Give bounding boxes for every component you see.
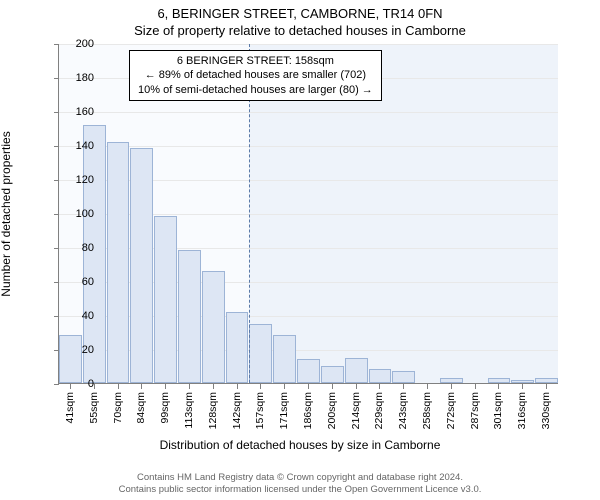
x-tick-label: 287sqm — [469, 392, 481, 429]
bar — [321, 366, 344, 383]
x-tick-label: 243sqm — [397, 392, 409, 429]
y-tick-label: 80 — [54, 242, 94, 254]
x-tick-label: 142sqm — [231, 392, 243, 429]
x-tick-label: 171sqm — [278, 392, 290, 429]
annotation-box: 6 BERINGER STREET: 158sqm ← 89% of detac… — [129, 50, 382, 101]
x-tick-mark — [546, 384, 547, 389]
x-tick-mark — [260, 384, 261, 389]
bar — [130, 148, 153, 383]
y-tick-label: 180 — [54, 72, 94, 84]
x-tick-label: 272sqm — [445, 392, 457, 429]
bar — [535, 378, 558, 383]
x-tick-mark — [94, 384, 95, 389]
y-tick-label: 200 — [54, 38, 94, 50]
y-tick-label: 120 — [54, 174, 94, 186]
x-ticks: 41sqm 55sqm 70sqm 84sqm 99sqm 113sqm 128sqm 142… — [58, 384, 558, 440]
bar — [345, 358, 368, 384]
x-tick-mark — [189, 384, 190, 389]
x-tick-mark — [237, 384, 238, 389]
x-tick-label: 157sqm — [254, 392, 266, 429]
annotation-line3: 10% of semi-detached houses are larger (… — [138, 83, 373, 97]
bar — [59, 335, 82, 383]
chart-title-address: 6, BERINGER STREET, CAMBORNE, TR14 0FN — [0, 0, 600, 21]
x-tick-label: 84sqm — [135, 392, 147, 424]
x-tick-mark — [356, 384, 357, 389]
x-tick-label: 301sqm — [492, 392, 504, 429]
x-tick-label: 200sqm — [326, 392, 338, 429]
y-tick-label: 140 — [54, 140, 94, 152]
bar — [369, 369, 392, 383]
y-tick-label: 160 — [54, 106, 94, 118]
bar — [107, 142, 130, 383]
footer-line2: Contains public sector information licen… — [0, 484, 600, 496]
annotation-line2: ← 89% of detached houses are smaller (70… — [138, 68, 373, 82]
x-tick-label: 41sqm — [64, 392, 76, 424]
x-tick-mark — [308, 384, 309, 389]
x-tick-label: 113sqm — [183, 392, 195, 429]
x-axis-label: Distribution of detached houses by size … — [0, 438, 600, 452]
bar — [392, 371, 415, 383]
footer-attribution: Contains HM Land Registry data © Crown c… — [0, 472, 600, 496]
x-tick-mark — [213, 384, 214, 389]
x-tick-mark — [498, 384, 499, 389]
y-tick-label: 40 — [54, 310, 94, 322]
x-tick-label: 186sqm — [302, 392, 314, 429]
y-tick-label: 60 — [54, 276, 94, 288]
bar — [488, 378, 511, 383]
x-tick-mark — [522, 384, 523, 389]
bar — [440, 378, 463, 383]
x-tick-mark — [475, 384, 476, 389]
bar — [511, 380, 534, 383]
x-tick-label: 229sqm — [373, 392, 385, 429]
y-tick-label: 100 — [54, 208, 94, 220]
x-tick-label: 258sqm — [421, 392, 433, 429]
bar — [202, 271, 225, 383]
bar — [297, 359, 320, 383]
x-tick-mark — [403, 384, 404, 389]
x-tick-label: 55sqm — [88, 392, 100, 424]
x-tick-mark — [70, 384, 71, 389]
x-tick-mark — [427, 384, 428, 389]
bar — [273, 335, 296, 383]
bar — [178, 250, 201, 383]
chart-subtitle: Size of property relative to detached ho… — [0, 21, 600, 38]
plot-area: 6 BERINGER STREET: 158sqm ← 89% of detac… — [58, 44, 558, 384]
x-tick-mark — [165, 384, 166, 389]
annotation-line1: 6 BERINGER STREET: 158sqm — [138, 54, 373, 68]
x-tick-mark — [118, 384, 119, 389]
footer-line1: Contains HM Land Registry data © Crown c… — [0, 472, 600, 484]
y-tick-label: 20 — [54, 344, 94, 356]
x-tick-label: 70sqm — [112, 392, 124, 424]
x-tick-mark — [332, 384, 333, 389]
x-tick-label: 330sqm — [540, 392, 552, 429]
x-tick-mark — [141, 384, 142, 389]
x-tick-label: 214sqm — [350, 392, 362, 429]
x-tick-mark — [451, 384, 452, 389]
y-axis-label: Number of detached properties — [0, 131, 13, 296]
chart-container: 6, BERINGER STREET, CAMBORNE, TR14 0FN S… — [0, 0, 600, 500]
x-tick-label: 316sqm — [516, 392, 528, 429]
x-tick-label: 128sqm — [207, 392, 219, 429]
bar — [226, 312, 249, 383]
bar — [154, 216, 177, 383]
x-tick-mark — [379, 384, 380, 389]
x-tick-label: 99sqm — [159, 392, 171, 424]
bar — [249, 324, 272, 384]
x-tick-mark — [284, 384, 285, 389]
